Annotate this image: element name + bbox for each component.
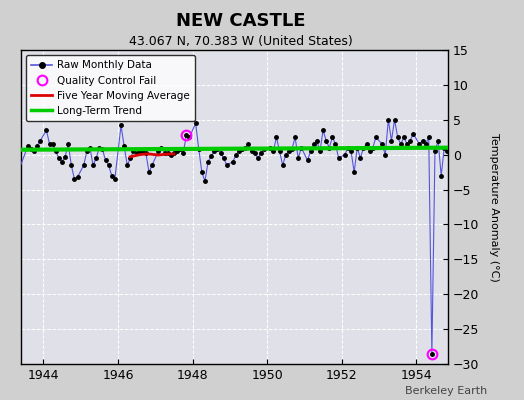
Text: 43.067 N, 70.383 W (United States): 43.067 N, 70.383 W (United States) bbox=[129, 35, 353, 48]
Text: Berkeley Earth: Berkeley Earth bbox=[405, 386, 487, 396]
Legend: Raw Monthly Data, Quality Control Fail, Five Year Moving Average, Long-Term Tren: Raw Monthly Data, Quality Control Fail, … bbox=[26, 55, 195, 121]
Y-axis label: Temperature Anomaly (°C): Temperature Anomaly (°C) bbox=[489, 133, 499, 281]
Text: NEW CASTLE: NEW CASTLE bbox=[176, 12, 306, 30]
